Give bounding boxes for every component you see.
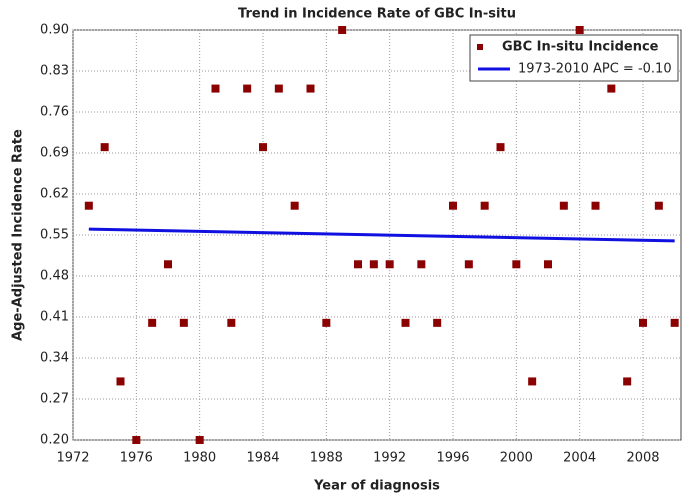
y-tick-label: 0.48 — [40, 269, 69, 284]
data-point — [306, 84, 315, 93]
data-point — [227, 318, 236, 327]
data-point — [575, 26, 584, 34]
y-tick-label: 0.55 — [40, 228, 69, 243]
x-tick-label: 1980 — [183, 451, 216, 466]
chart-title: Trend in Incidence Rate of GBC In-situ — [238, 7, 516, 22]
data-point — [417, 260, 426, 269]
data-point — [179, 318, 188, 327]
data-point — [464, 260, 473, 269]
y-axis-label: Age-Adjusted Incidence Rate — [11, 129, 26, 341]
data-point — [385, 260, 394, 269]
data-point — [670, 318, 679, 327]
x-axis-label: Year of diagnosis — [313, 479, 440, 494]
data-point — [164, 260, 172, 269]
x-tick-label: 1984 — [246, 451, 279, 466]
data-point — [449, 201, 457, 210]
data-point — [639, 318, 647, 327]
data-point — [401, 318, 410, 327]
y-tick-label: 0.69 — [40, 146, 69, 161]
data-point — [623, 377, 632, 386]
y-tick-label: 0.27 — [40, 392, 69, 407]
data-point — [559, 201, 568, 210]
x-tick-label: 2000 — [500, 451, 533, 466]
data-point — [496, 143, 505, 152]
data-point — [544, 260, 552, 269]
x-tick-label: 2008 — [626, 451, 659, 466]
data-point — [433, 318, 442, 327]
data-point — [607, 84, 616, 93]
x-tick-label: 1976 — [120, 451, 153, 466]
data-point — [290, 201, 299, 210]
data-point — [116, 377, 125, 386]
data-point — [195, 436, 204, 444]
y-tick-label: 0.83 — [40, 64, 69, 79]
y-tick-label: 0.34 — [40, 351, 69, 366]
legend-box — [469, 34, 679, 82]
x-tick-label: 2004 — [563, 451, 596, 466]
data-point — [100, 143, 109, 152]
data-point — [591, 201, 600, 210]
x-tick-label: 1972 — [56, 451, 89, 466]
legend-swatch — [477, 44, 483, 50]
data-point — [259, 143, 267, 152]
data-point — [243, 84, 252, 93]
y-tick-label: 0.76 — [40, 105, 69, 120]
x-tick-label: 1996 — [436, 451, 469, 466]
data-point — [512, 260, 521, 269]
data-point — [84, 201, 93, 210]
trend-line — [88, 227, 675, 243]
legend-label: 1973-2010 APC = -0.10 — [518, 62, 672, 77]
data-point — [369, 260, 378, 269]
y-tick-label: 0.20 — [40, 433, 69, 448]
x-tick-label: 1988 — [310, 451, 343, 466]
data-point — [148, 318, 157, 327]
data-point — [274, 84, 283, 93]
y-tick-label: 0.41 — [40, 310, 69, 325]
data-point — [480, 201, 489, 210]
data-point — [338, 26, 347, 34]
data-point — [354, 260, 362, 269]
y-tick-label: 0.62 — [40, 187, 69, 202]
x-tick-label: 1992 — [373, 451, 406, 466]
legend-label: GBC In-situ Incidence — [502, 40, 659, 55]
data-point — [654, 201, 663, 210]
data-point — [211, 84, 220, 93]
data-point — [322, 318, 331, 327]
y-tick-label: 0.90 — [40, 23, 69, 38]
data-point — [528, 377, 537, 386]
data-point — [132, 436, 141, 444]
